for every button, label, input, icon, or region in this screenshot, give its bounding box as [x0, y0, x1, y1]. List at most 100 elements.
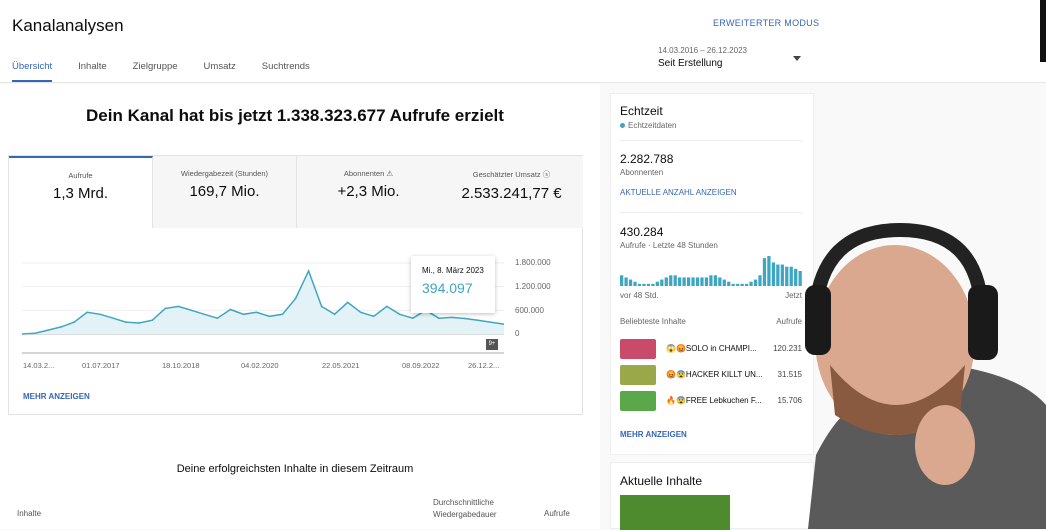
- metric-value: +2,3 Mio.: [337, 183, 400, 200]
- realtime-bar: [776, 264, 780, 286]
- data-point: [398, 313, 401, 316]
- realtime-bar: [798, 271, 802, 286]
- popular-label: Beliebteste Inhalte: [620, 317, 686, 326]
- data-point: [451, 316, 453, 319]
- col-views: Aufrufe: [544, 509, 570, 518]
- item-title: 😱😡SOLO in CHAMPI...: [666, 344, 757, 353]
- realtime-bar: [731, 283, 735, 286]
- to-label: Jetzt: [785, 291, 802, 300]
- data-point: [60, 326, 62, 328]
- realtime-bar: [785, 266, 789, 286]
- realtime-bar: [767, 256, 771, 286]
- thumbnail: [620, 339, 656, 359]
- tab-audience[interactable]: Zielgruppe: [132, 61, 178, 72]
- views-48h-label: Aufrufe · Letzte 48 Stunden: [620, 241, 718, 250]
- realtime-bar: [669, 275, 673, 286]
- popular-item[interactable]: 🔥😨FREE Lebkuchen F... 15.706: [620, 391, 805, 411]
- y-tick: 1.200.000: [515, 282, 551, 291]
- data-point: [359, 311, 362, 314]
- data-point: [229, 308, 232, 311]
- tab-search-trends[interactable]: Suchtrends: [261, 61, 310, 72]
- data-point: [138, 322, 141, 324]
- realtime-bar: [673, 275, 677, 286]
- realtime-bar: [736, 283, 740, 286]
- metric-revenue[interactable]: Geschätzter Umsatz ⓢ 2.533.241,77 €: [440, 156, 583, 228]
- realtime-bar: [713, 275, 717, 286]
- data-point: [34, 332, 36, 335]
- recent-thumbnail[interactable]: [620, 495, 730, 530]
- more-button[interactable]: MEHR ANZEIGEN: [23, 392, 90, 401]
- realtime-bar: [691, 277, 695, 286]
- realtime-bar-chart[interactable]: [620, 254, 803, 288]
- realtime-card: Echtzeit Echtzeitdaten 2.282.788 Abonnen…: [610, 93, 814, 455]
- data-point: [99, 313, 101, 316]
- metric-value: 169,7 Mio.: [189, 183, 260, 200]
- item-title: 🔥😨FREE Lebkuchen F...: [666, 396, 762, 405]
- advanced-mode-button[interactable]: ERWEITERTER MODUS: [713, 18, 820, 28]
- realtime-bar: [633, 281, 637, 286]
- y-tick: 0: [515, 329, 520, 338]
- metric-subscribers[interactable]: Abonnenten ⚠ +2,3 Mio.: [297, 156, 441, 228]
- realtime-bar: [753, 279, 758, 286]
- realtime-bar: [749, 281, 753, 286]
- x-tick: 08.09.2022: [402, 361, 440, 370]
- chart-tooltip: Mi., 8. März 2023 394.097: [411, 256, 495, 313]
- realtime-bar: [624, 277, 628, 286]
- realtime-bar: [686, 277, 691, 286]
- date-range-picker[interactable]: 14.03.2016 – 26.12.2023 Seit Erstellung: [658, 46, 747, 69]
- realtime-bar: [744, 283, 749, 286]
- realtime-bar: [642, 283, 646, 286]
- data-point: [22, 333, 23, 335]
- realtime-bar: [682, 277, 686, 286]
- data-point: [242, 313, 245, 316]
- realtime-sub: Echtzeitdaten: [620, 121, 676, 130]
- popular-item[interactable]: 😱😡SOLO in CHAMPI... 120.231: [620, 339, 805, 359]
- headline: Dein Kanal hat bis jetzt 1.338.323.677 A…: [86, 106, 504, 125]
- item-title: 😡😨HACKER KILLT UN...: [666, 370, 763, 379]
- thumbnail: [620, 365, 656, 385]
- live-dot-icon: [620, 123, 625, 128]
- realtime-bar: [695, 277, 700, 286]
- x-tick: 22.05.2021: [322, 361, 360, 370]
- data-point: [490, 321, 492, 323]
- data-point: [73, 321, 75, 323]
- series-area: [22, 270, 504, 334]
- thumbnail: [620, 391, 656, 411]
- metric-label: Wiedergabezeit (Stunden): [180, 169, 269, 178]
- realtime-bar: [678, 277, 682, 286]
- tab-revenue[interactable]: Umsatz: [203, 61, 236, 72]
- metric-watchtime[interactable]: Wiedergabezeit (Stunden) 169,7 Mio.: [153, 156, 297, 228]
- show-count-link[interactable]: AKTUELLE ANZAHL ANZEIGEN: [620, 188, 737, 197]
- realtime-bar: [771, 262, 776, 286]
- col-avg-duration: Durchschnittliche Wiedergabedauer: [433, 498, 497, 519]
- from-label: vor 48 Std.: [620, 291, 659, 300]
- tab-overview[interactable]: Übersicht: [12, 61, 53, 82]
- data-point: [47, 329, 49, 331]
- data-point: [464, 317, 466, 320]
- realtime-bar: [780, 264, 784, 286]
- data-point: [477, 319, 479, 321]
- header: Kanalanalysen ERWEITERTER MODUS Übersich…: [0, 0, 1046, 83]
- webcam-overlay: [805, 222, 1046, 529]
- data-point: [164, 307, 167, 310]
- recent-title: Aktuelle Inhalte: [620, 474, 703, 488]
- data-point: [281, 313, 284, 316]
- date-range: 14.03.2016 – 26.12.2023: [658, 46, 747, 55]
- x-tick: 18.10.2018: [162, 361, 200, 370]
- data-point: [438, 317, 440, 320]
- realtime-bar: [758, 275, 762, 286]
- data-point: [268, 315, 271, 318]
- annotations-badge[interactable]: 9+: [486, 339, 498, 350]
- views-48h: 430.284: [620, 225, 664, 239]
- subscriber-count: 2.282.788: [620, 152, 674, 166]
- tabs: Übersicht Inhalte Zielgruppe Umsatz Such…: [12, 61, 336, 82]
- more-button[interactable]: MEHR ANZEIGEN: [620, 430, 687, 439]
- popular-item[interactable]: 😡😨HACKER KILLT UN... 31.515: [620, 365, 805, 385]
- x-tick: 01.07.2017: [82, 361, 120, 370]
- metric-views[interactable]: Aufrufe 1,3 Mrd.: [9, 156, 153, 228]
- tab-content[interactable]: Inhalte: [78, 61, 107, 72]
- tooltip-date: Mi., 8. März 2023: [422, 266, 484, 275]
- chevron-down-icon[interactable]: [793, 56, 801, 61]
- data-point: [125, 321, 128, 323]
- realtime-bar: [704, 277, 709, 286]
